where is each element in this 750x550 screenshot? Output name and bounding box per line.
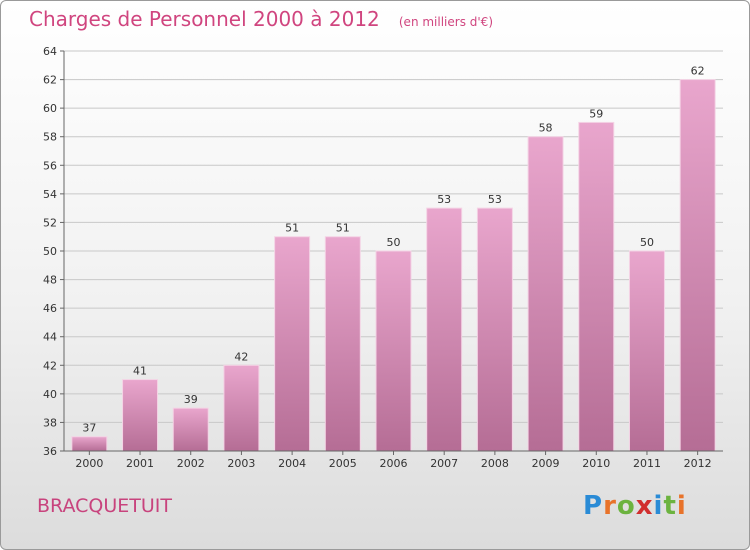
x-tick-label: 2003 bbox=[227, 457, 255, 470]
y-tick-label: 54 bbox=[43, 188, 57, 201]
brand-logo: Proxiti bbox=[583, 491, 687, 521]
x-tick-label: 2006 bbox=[380, 457, 408, 470]
chart-title: Charges de Personnel 2000 à 2012 bbox=[29, 7, 380, 31]
x-tick-label: 2008 bbox=[481, 457, 509, 470]
bar bbox=[476, 207, 513, 452]
brand-letter: x bbox=[635, 491, 654, 521]
town-name: BRACQUETUIT bbox=[37, 495, 172, 517]
x-tick-label: 2009 bbox=[532, 457, 560, 470]
bars bbox=[71, 79, 716, 452]
y-tick-label: 42 bbox=[43, 359, 57, 372]
data-label: 51 bbox=[336, 222, 350, 235]
y-tick-label: 56 bbox=[43, 159, 57, 172]
y-tick-label: 52 bbox=[43, 216, 57, 229]
title-row: Charges de Personnel 2000 à 2012 (en mil… bbox=[29, 7, 493, 31]
x-tick-label: 2007 bbox=[430, 457, 458, 470]
x-tick-label: 2012 bbox=[684, 457, 712, 470]
bar bbox=[628, 250, 665, 452]
data-label: 51 bbox=[285, 222, 299, 235]
bar bbox=[679, 79, 716, 452]
y-tick-label: 60 bbox=[43, 102, 57, 115]
data-label: 39 bbox=[184, 393, 198, 406]
data-label: 42 bbox=[234, 350, 248, 363]
y-tick-label: 44 bbox=[43, 331, 57, 344]
brand-letter: r bbox=[603, 491, 617, 521]
bar bbox=[527, 136, 564, 452]
bar bbox=[426, 207, 463, 452]
data-label: 41 bbox=[133, 365, 147, 378]
axes: 36 38 40 42 44 46 48 50 52 54 56 58 60 62 64 2000 2001 20… bbox=[43, 45, 723, 470]
y-tick-label: 46 bbox=[43, 302, 57, 315]
y-tick-label: 64 bbox=[43, 45, 57, 58]
x-tick-label: 2002 bbox=[177, 457, 205, 470]
data-label: 37 bbox=[82, 422, 96, 435]
y-tick-label: 50 bbox=[43, 245, 57, 258]
brand-letter: t bbox=[663, 491, 677, 521]
data-label: 50 bbox=[387, 236, 401, 249]
y-tick-label: 36 bbox=[43, 445, 57, 458]
bar bbox=[375, 250, 412, 452]
brand-letter: o bbox=[616, 491, 636, 521]
bar bbox=[71, 436, 108, 452]
brand-letter: i bbox=[676, 491, 687, 521]
x-tick-label: 2001 bbox=[126, 457, 154, 470]
y-tick-label: 48 bbox=[43, 274, 57, 287]
data-labels: 37 41 39 42 51 51 50 53 53 58 59 50 62 bbox=[82, 65, 704, 435]
brand-letter: i bbox=[653, 491, 664, 521]
bar bbox=[578, 121, 615, 452]
y-tick-label: 40 bbox=[43, 388, 57, 401]
data-label: 58 bbox=[539, 122, 553, 135]
y-tick-label: 38 bbox=[43, 416, 57, 429]
bar bbox=[172, 407, 209, 452]
x-tick-label: 2005 bbox=[329, 457, 357, 470]
y-tick-label: 58 bbox=[43, 131, 57, 144]
data-label: 50 bbox=[640, 236, 654, 249]
brand-letter: P bbox=[583, 491, 604, 521]
data-label: 53 bbox=[488, 193, 502, 206]
bar bbox=[274, 236, 311, 452]
x-tick-label: 2010 bbox=[582, 457, 610, 470]
x-tick-label: 2011 bbox=[633, 457, 661, 470]
data-label: 59 bbox=[589, 107, 603, 120]
bar bbox=[324, 236, 361, 452]
bar bbox=[223, 364, 260, 452]
y-tick-label: 62 bbox=[43, 74, 57, 87]
data-label: 53 bbox=[437, 193, 451, 206]
bar bbox=[122, 379, 159, 452]
chart-subtitle: (en milliers d'€) bbox=[398, 15, 493, 29]
data-label: 62 bbox=[691, 65, 705, 78]
x-tick-label: 2000 bbox=[75, 457, 103, 470]
x-tick-label: 2004 bbox=[278, 457, 306, 470]
